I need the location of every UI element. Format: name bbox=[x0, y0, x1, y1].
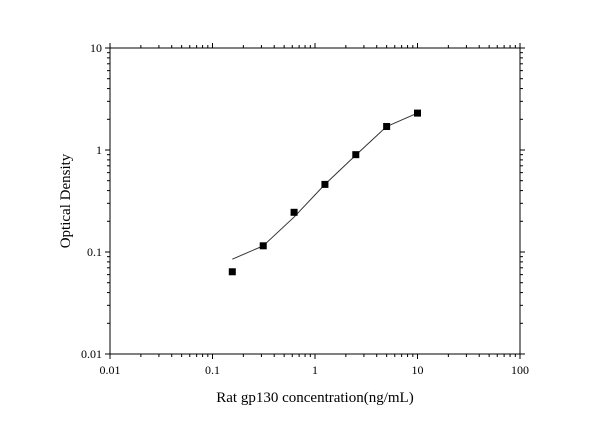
data-point bbox=[259, 242, 267, 250]
y-axis-label: Optical Density bbox=[58, 153, 74, 248]
x-tick-label: 0.1 bbox=[205, 363, 220, 377]
data-point bbox=[414, 109, 421, 117]
y-tick-label: 10 bbox=[90, 41, 102, 55]
plot-frame bbox=[109, 47, 521, 355]
x-tick-label: 0.01 bbox=[100, 363, 121, 377]
x-axis-label: Rat gp130 concentration(ng/mL) bbox=[216, 390, 413, 406]
x-tick-label: 10 bbox=[412, 363, 424, 377]
data-point bbox=[228, 268, 236, 276]
data-point bbox=[321, 180, 329, 188]
x-tick-label: 100 bbox=[511, 363, 529, 377]
data-point bbox=[352, 151, 360, 159]
data-point bbox=[290, 208, 298, 216]
y-tick-label: 0.1 bbox=[87, 245, 102, 259]
x-tick-label: 1 bbox=[312, 363, 318, 377]
data-point bbox=[383, 122, 391, 130]
y-tick-label: 0.01 bbox=[81, 347, 102, 361]
y-tick-label: 1 bbox=[96, 143, 102, 157]
